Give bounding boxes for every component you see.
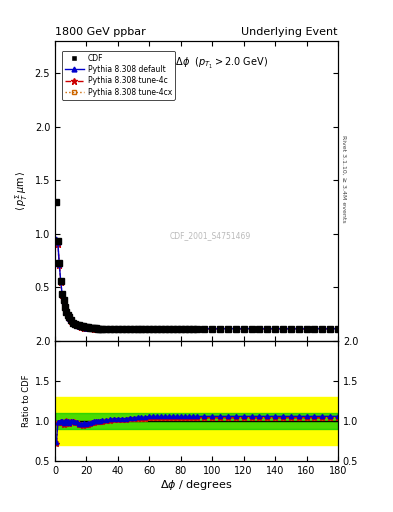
Legend: CDF, Pythia 8.308 default, Pythia 8.308 tune-4c, Pythia 8.308 tune-4cx: CDF, Pythia 8.308 default, Pythia 8.308 …: [62, 51, 175, 100]
Text: Rivet 3.1.10, ≥ 3.4M events: Rivet 3.1.10, ≥ 3.4M events: [342, 135, 346, 223]
Y-axis label: Ratio to CDF: Ratio to CDF: [22, 375, 31, 427]
Y-axis label: $\langle\, p_T^{\Sigma}\,\mu$m$\,\rangle$: $\langle\, p_T^{\Sigma}\,\mu$m$\,\rangle…: [14, 170, 31, 211]
Text: CDF_2001_S4751469: CDF_2001_S4751469: [170, 231, 251, 241]
Text: 1800 GeV ppbar: 1800 GeV ppbar: [55, 28, 146, 37]
Text: Underlying Event: Underlying Event: [241, 28, 338, 37]
Text: $\Sigma(p_T)$ vs$\Delta\phi$  ($p_{T_1} > 2.0$ GeV): $\Sigma(p_T)$ vs$\Delta\phi$ ($p_{T_1} >…: [137, 56, 268, 71]
X-axis label: $\Delta\phi$ / degrees: $\Delta\phi$ / degrees: [160, 478, 233, 493]
